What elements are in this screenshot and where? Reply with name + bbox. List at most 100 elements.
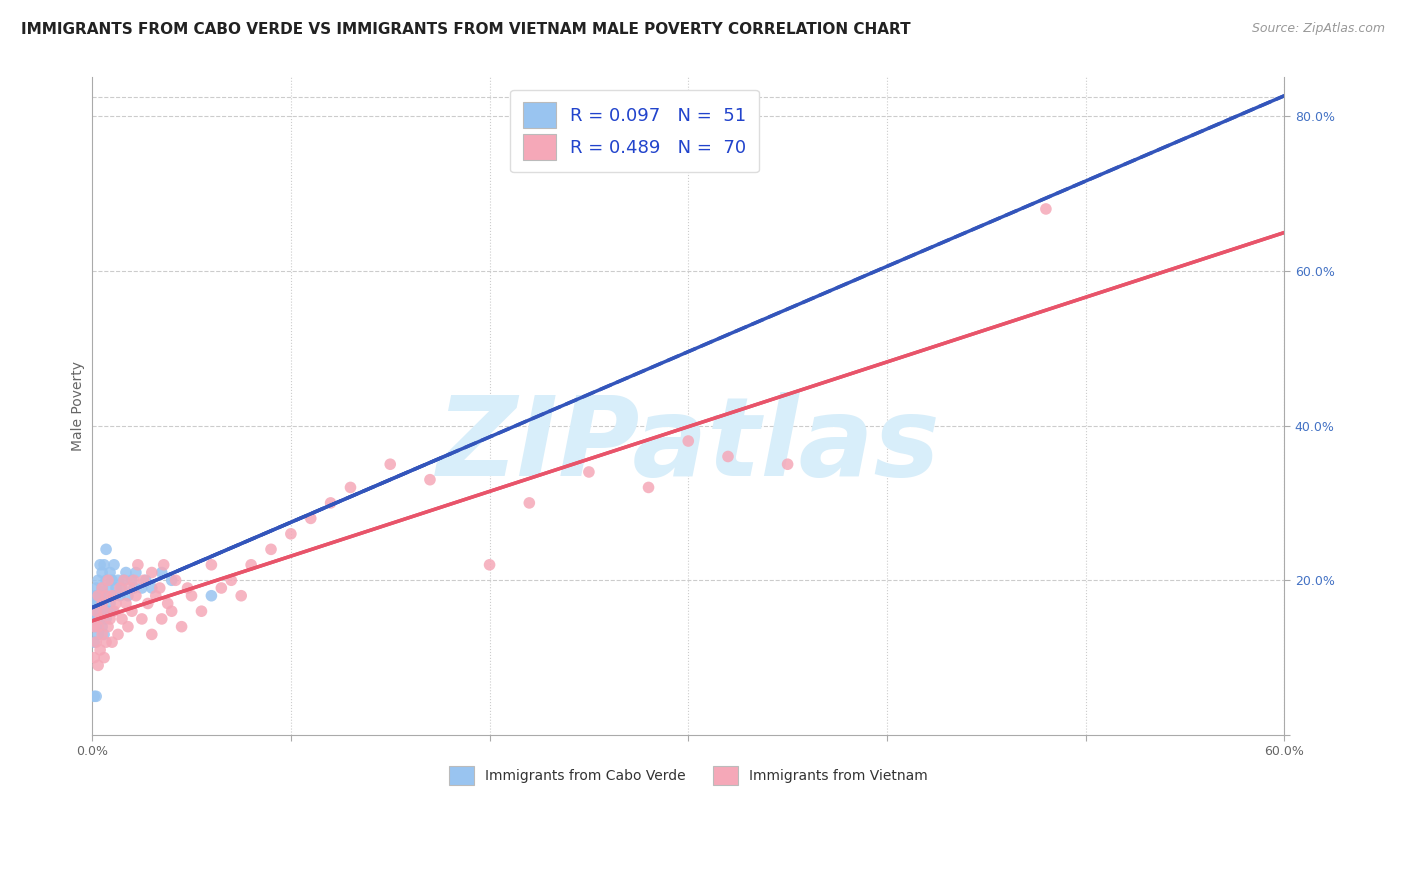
Point (176, 581, 198, 595)
Point (339, 480, 361, 494)
Legend: Immigrants from Cabo Verde, Immigrants from Vietnam: Immigrants from Cabo Verde, Immigrants f… (440, 757, 936, 794)
Point (93, 650, 115, 665)
Point (97, 604, 120, 618)
Point (97, 581, 120, 595)
Point (91, 566, 114, 580)
Point (200, 558, 222, 572)
Text: Source: ZipAtlas.com: Source: ZipAtlas.com (1251, 22, 1385, 36)
Point (111, 581, 134, 595)
Point (117, 620, 139, 634)
Point (141, 581, 163, 595)
Point (112, 574, 135, 588)
Point (83, 620, 105, 634)
Point (240, 558, 263, 572)
Point (125, 566, 148, 580)
Point (84, 620, 107, 634)
Point (280, 526, 302, 541)
Point (83, 690, 105, 704)
Point (149, 581, 172, 595)
Point (101, 574, 124, 588)
Point (299, 511, 322, 525)
Point (578, 465, 600, 479)
Point (170, 620, 193, 634)
Point (84, 690, 107, 704)
Text: ZIPatlas: ZIPatlas (436, 392, 941, 500)
Point (136, 597, 159, 611)
Point (209, 581, 232, 595)
Point (121, 604, 143, 618)
Point (260, 542, 283, 557)
Point (94, 574, 117, 588)
Point (319, 496, 342, 510)
Point (87, 658, 110, 673)
Point (150, 566, 173, 580)
Point (125, 589, 148, 603)
Point (87, 574, 110, 588)
Point (89, 604, 111, 618)
Point (107, 574, 129, 588)
Point (115, 597, 138, 611)
Point (91, 627, 114, 641)
Point (141, 566, 163, 580)
Point (91, 597, 114, 611)
Point (101, 589, 124, 603)
Point (84, 581, 107, 595)
Point (1035, 202, 1057, 216)
Point (87, 620, 110, 634)
Point (132, 574, 155, 588)
Point (776, 457, 799, 471)
Point (101, 604, 124, 618)
Point (83, 650, 105, 665)
Point (94, 612, 117, 626)
Point (135, 574, 157, 588)
Point (94, 542, 117, 557)
Point (84, 604, 107, 618)
Point (98, 612, 121, 626)
Point (87, 627, 110, 641)
Point (200, 589, 222, 603)
Point (108, 581, 131, 595)
Point (89, 589, 111, 603)
Point (83, 635, 105, 649)
Point (91, 581, 114, 595)
Point (380, 457, 402, 471)
Point (131, 612, 153, 626)
Point (517, 496, 540, 510)
Point (678, 434, 700, 448)
Point (93, 627, 115, 641)
Point (122, 581, 145, 595)
Point (419, 473, 441, 487)
Point (112, 574, 135, 588)
Point (121, 574, 143, 588)
Point (105, 581, 128, 595)
Point (141, 627, 163, 641)
Point (84, 635, 107, 649)
Point (98, 566, 121, 580)
Point (637, 480, 659, 494)
Point (180, 589, 202, 603)
Point (131, 581, 153, 595)
Point (118, 581, 141, 595)
Point (94, 589, 117, 603)
Point (160, 604, 183, 618)
Point (219, 574, 242, 588)
Point (717, 450, 740, 464)
Point (117, 589, 139, 603)
Point (91, 620, 114, 634)
Point (103, 558, 125, 572)
Point (83, 597, 105, 611)
Point (93, 604, 115, 618)
Point (83, 612, 105, 626)
Point (93, 604, 115, 618)
Point (165, 574, 187, 588)
Point (103, 589, 125, 603)
Point (231, 589, 253, 603)
Point (101, 635, 124, 649)
Point (89, 612, 111, 626)
Point (87, 612, 110, 626)
Point (89, 643, 111, 657)
Point (156, 597, 179, 611)
Point (150, 612, 173, 626)
Point (94, 635, 117, 649)
Point (145, 589, 167, 603)
